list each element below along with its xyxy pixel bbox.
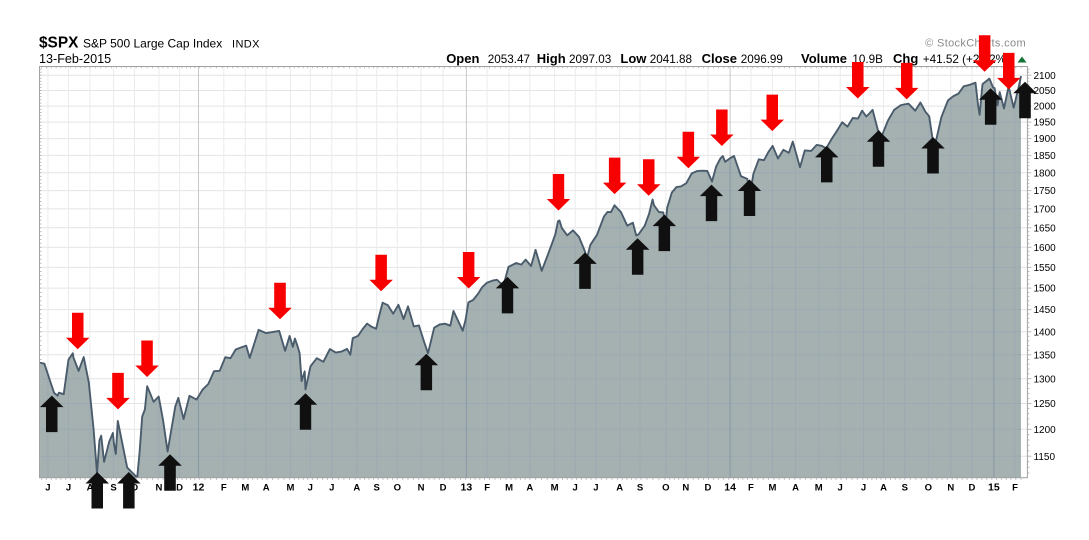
svg-text:1400: 1400 [1034,327,1057,338]
svg-text:1200: 1200 [1034,425,1057,436]
svg-text:Volume: Volume [801,51,847,66]
svg-text:14: 14 [724,482,736,494]
svg-text:Open: Open [446,51,479,66]
svg-text:A: A [353,483,360,494]
svg-text:J: J [838,483,843,494]
svg-text:O: O [925,483,932,494]
svg-text:M: M [286,483,294,494]
svg-text:2053.47: 2053.47 [488,53,530,66]
svg-text:INDX: INDX [232,39,260,51]
svg-text:J: J [573,483,578,494]
svg-text:M: M [768,483,776,494]
svg-text:N: N [947,483,954,494]
svg-text:1700: 1700 [1034,205,1057,216]
svg-text:S: S [374,483,380,494]
svg-text:1350: 1350 [1034,350,1057,361]
svg-text:S: S [110,483,116,494]
svg-text:$SPX: $SPX [39,35,79,52]
svg-text:A: A [526,483,533,494]
svg-text:2050: 2050 [1034,86,1057,97]
svg-text:M: M [551,483,559,494]
svg-text:13: 13 [461,482,473,494]
svg-text:J: J [45,483,50,494]
svg-text:J: J [308,483,313,494]
svg-text:1950: 1950 [1034,118,1057,129]
svg-text:2096.99: 2096.99 [741,53,783,66]
svg-text:1300: 1300 [1034,374,1057,385]
svg-text:A: A [792,483,799,494]
svg-text:J: J [593,483,598,494]
svg-text:M: M [815,483,823,494]
svg-text:D: D [176,483,183,494]
svg-text:D: D [968,483,975,494]
svg-text:© StockCharts.com: © StockCharts.com [925,37,1026,49]
svg-text:D: D [440,483,447,494]
svg-text:2100: 2100 [1034,71,1057,82]
svg-text:2097.03: 2097.03 [569,53,611,66]
svg-text:J: J [329,483,334,494]
svg-text:J: J [861,483,866,494]
svg-text:1500: 1500 [1034,284,1057,295]
svg-text:1850: 1850 [1034,151,1057,162]
svg-text:1250: 1250 [1034,399,1057,410]
svg-text:Low: Low [620,51,647,66]
svg-text:A: A [880,483,887,494]
svg-text:M: M [505,483,513,494]
svg-text:High: High [537,51,566,66]
svg-text:1550: 1550 [1034,263,1057,274]
svg-text:D: D [704,483,711,494]
svg-text:1800: 1800 [1034,168,1057,179]
svg-text:+41.52 (+2.02%): +41.52 (+2.02%) [923,53,1010,66]
svg-text:F: F [1012,483,1018,494]
svg-text:N: N [418,483,425,494]
svg-text:M: M [241,483,249,494]
svg-text:1450: 1450 [1034,305,1057,316]
svg-text:J: J [66,483,71,494]
svg-text:S: S [637,483,643,494]
svg-text:S: S [902,483,908,494]
svg-text:13-Feb-2015: 13-Feb-2015 [39,52,111,66]
svg-text:1600: 1600 [1034,243,1057,254]
svg-text:A: A [87,483,94,494]
svg-text:A: A [616,483,623,494]
svg-text:O: O [662,483,669,494]
svg-text:2000: 2000 [1034,102,1057,113]
svg-text:O: O [394,483,401,494]
svg-text:A: A [263,483,270,494]
svg-text:1900: 1900 [1034,134,1057,145]
svg-text:S&P 500 Large Cap Index: S&P 500 Large Cap Index [83,37,222,51]
svg-text:2041.88: 2041.88 [650,53,692,66]
svg-text:Close: Close [702,51,737,66]
svg-text:N: N [155,483,162,494]
svg-text:1150: 1150 [1034,452,1056,463]
svg-text:1650: 1650 [1034,223,1057,234]
svg-text:F: F [221,483,227,494]
svg-text:1750: 1750 [1034,186,1057,197]
svg-text:12: 12 [193,482,205,494]
svg-text:15: 15 [988,482,1000,494]
svg-text:F: F [484,483,490,494]
svg-text:N: N [682,483,689,494]
svg-text:F: F [748,483,754,494]
svg-text:Chg: Chg [893,51,918,66]
